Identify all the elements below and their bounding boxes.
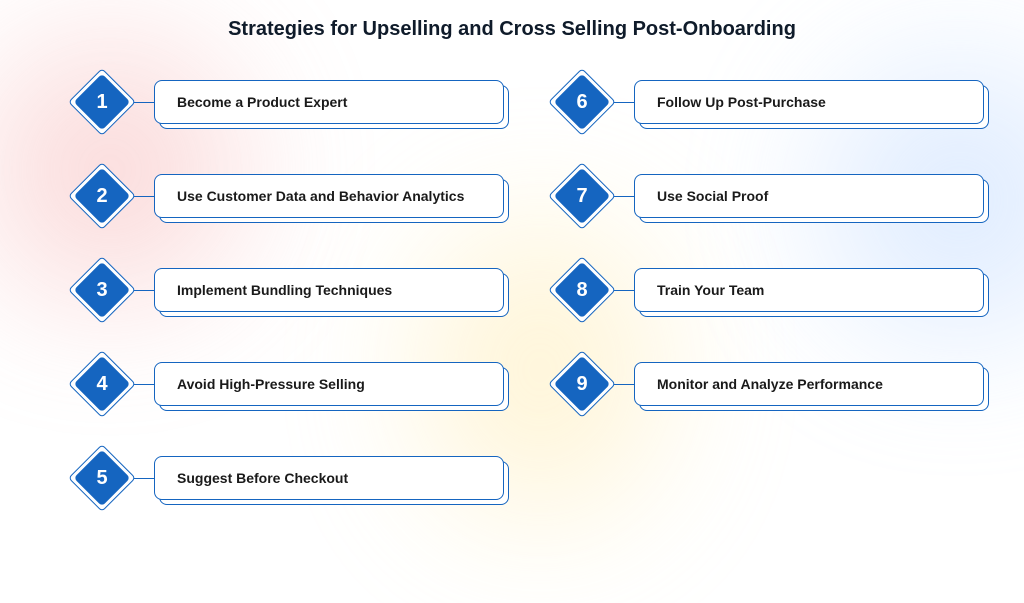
list-item: 5Suggest Before Checkout — [80, 454, 504, 502]
item-label: Suggest Before Checkout — [154, 456, 504, 500]
list-item: 6Follow Up Post-Purchase — [560, 78, 984, 126]
item-number: 6 — [554, 74, 610, 130]
connector-line — [612, 384, 634, 385]
connector-line — [612, 290, 634, 291]
item-number: 4 — [74, 356, 130, 412]
number-badge: 6 — [554, 74, 610, 130]
item-label: Monitor and Analyze Performance — [634, 362, 984, 406]
label-group: Implement Bundling Techniques — [154, 268, 504, 312]
list-item: 8Train Your Team — [560, 266, 984, 314]
label-group: Avoid High-Pressure Selling — [154, 362, 504, 406]
columns-wrap: 1Become a Product Expert 2Use Customer Da… — [80, 78, 984, 583]
label-group: Use Customer Data and Behavior Analytics — [154, 174, 504, 218]
connector-line — [612, 102, 634, 103]
item-number: 3 — [74, 262, 130, 318]
number-badge: 8 — [554, 262, 610, 318]
connector-line — [132, 478, 154, 479]
label-group: Train Your Team — [634, 268, 984, 312]
item-number: 8 — [554, 262, 610, 318]
label-group: Use Social Proof — [634, 174, 984, 218]
label-group: Suggest Before Checkout — [154, 456, 504, 500]
number-badge: 1 — [74, 74, 130, 130]
list-item: 2Use Customer Data and Behavior Analytic… — [80, 172, 504, 220]
connector-line — [132, 196, 154, 197]
number-badge: 9 — [554, 356, 610, 412]
number-badge: 2 — [74, 168, 130, 224]
number-badge: 5 — [74, 450, 130, 506]
number-badge: 7 — [554, 168, 610, 224]
connector-line — [132, 102, 154, 103]
number-badge: 3 — [74, 262, 130, 318]
connector-line — [612, 196, 634, 197]
item-number: 1 — [74, 74, 130, 130]
list-item: 9Monitor and Analyze Performance — [560, 360, 984, 408]
number-badge: 4 — [74, 356, 130, 412]
item-number: 7 — [554, 168, 610, 224]
list-item: 1Become a Product Expert — [80, 78, 504, 126]
item-label: Follow Up Post-Purchase — [634, 80, 984, 124]
item-label: Become a Product Expert — [154, 80, 504, 124]
item-number: 2 — [74, 168, 130, 224]
column-left: 1Become a Product Expert 2Use Customer Da… — [80, 78, 504, 583]
item-number: 5 — [74, 450, 130, 506]
list-item: 3Implement Bundling Techniques — [80, 266, 504, 314]
infographic-canvas: Strategies for Upselling and Cross Selli… — [0, 0, 1024, 603]
column-right: 6Follow Up Post-Purchase 7Use Social Proo… — [560, 78, 984, 583]
connector-line — [132, 384, 154, 385]
item-label: Use Social Proof — [634, 174, 984, 218]
label-group: Become a Product Expert — [154, 80, 504, 124]
item-number: 9 — [554, 356, 610, 412]
page-title: Strategies for Upselling and Cross Selli… — [0, 18, 1024, 41]
label-group: Monitor and Analyze Performance — [634, 362, 984, 406]
label-group: Follow Up Post-Purchase — [634, 80, 984, 124]
item-label: Use Customer Data and Behavior Analytics — [154, 174, 504, 218]
list-item: 4Avoid High-Pressure Selling — [80, 360, 504, 408]
item-label: Train Your Team — [634, 268, 984, 312]
list-item: 7Use Social Proof — [560, 172, 984, 220]
item-label: Implement Bundling Techniques — [154, 268, 504, 312]
item-label: Avoid High-Pressure Selling — [154, 362, 504, 406]
connector-line — [132, 290, 154, 291]
